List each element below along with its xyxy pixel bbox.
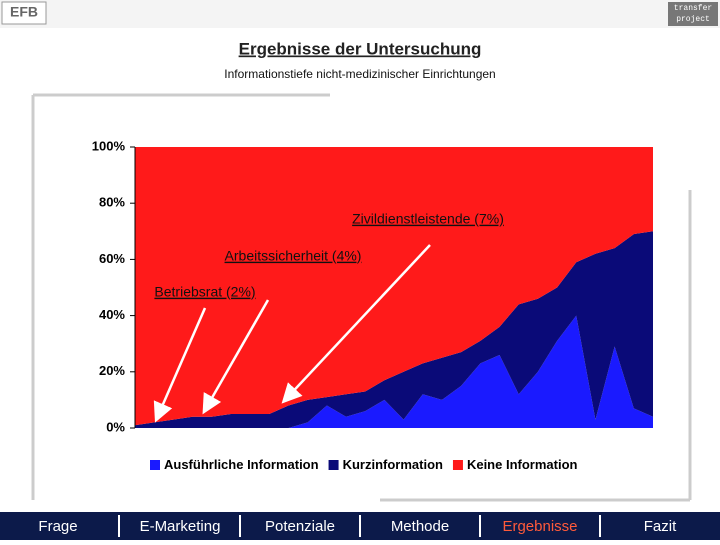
annotation-arrow <box>281 244 431 404</box>
y-tick-label: 60% <box>99 251 125 266</box>
area <box>135 147 653 426</box>
nav: Frage E-Marketing Potenziale Methode Ergebni… <box>38 515 677 537</box>
nav-item[interactable]: E-Marketing <box>140 518 221 535</box>
area <box>135 231 653 428</box>
annotation: Zivildienstleistende (7%) <box>352 211 504 227</box>
legend-label: Kurzinformation <box>343 457 443 472</box>
nav-item[interactable]: Methode <box>391 518 449 535</box>
area <box>135 315 653 428</box>
legend-label: Keine Information <box>467 457 578 472</box>
y-tick-label: 20% <box>99 363 125 378</box>
logo-right-text: transfer <box>674 4 713 13</box>
legend-swatch <box>328 460 339 470</box>
nav-item[interactable]: Fazit <box>644 518 677 535</box>
annotation-arrow <box>202 299 270 415</box>
logo-right <box>668 2 718 26</box>
logo-left <box>1 1 47 25</box>
plot: 0% 20% 40% 60% 80% 100% <box>92 138 653 434</box>
annotations: Zivildienstleistende (7%) Arbeitssicherhe… <box>153 211 504 423</box>
y-tick-label: 0% <box>106 419 125 434</box>
legend-swatch <box>452 460 463 470</box>
logo-left-text: EFB <box>10 4 38 20</box>
chart-title: Ergebnisse der Untersuchung <box>239 39 482 58</box>
nav-item[interactable]: Frage <box>38 518 77 535</box>
annotation: Arbeitssicherheit (4%) <box>225 248 362 264</box>
y-tick-label: 40% <box>99 307 125 322</box>
legend: Ausführliche Information Kurzinformation K… <box>150 457 578 472</box>
legend-swatch <box>150 460 160 470</box>
annotation-arrow <box>153 307 207 423</box>
nav-item[interactable]: Ergebnisse <box>502 518 577 535</box>
nav-item[interactable]: Potenziale <box>265 518 335 535</box>
annotation: Betriebsrat (2%) <box>154 284 255 300</box>
legend-label: Ausführliche Information <box>164 457 319 472</box>
logo-right-text: project <box>676 15 710 24</box>
y-tick-label: 100% <box>92 138 126 153</box>
chart-subtitle: Informationstiefe nicht-medizinischer Ei… <box>224 67 495 81</box>
header-bar <box>0 0 720 28</box>
y-tick-label: 80% <box>99 195 125 210</box>
